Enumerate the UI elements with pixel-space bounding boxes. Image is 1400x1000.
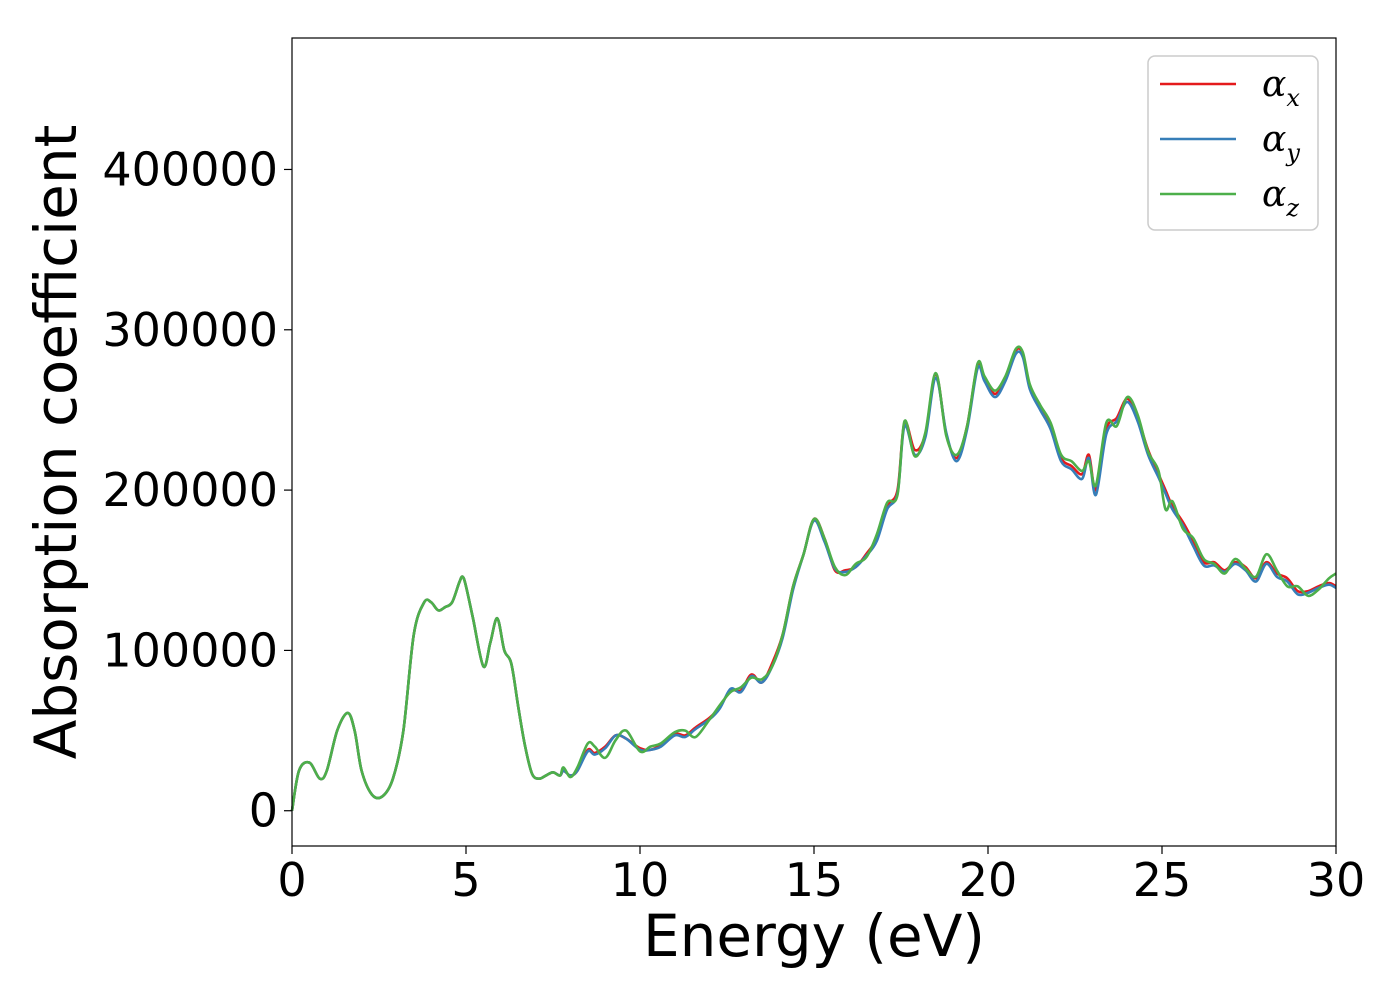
x-tick-label: 25 [1133,853,1192,907]
y-axis-label: Absorption coefficient [22,125,90,760]
series-line-alpha-y [290,350,1337,811]
x-tick-label: 20 [959,853,1018,907]
x-tick-label: 10 [611,853,670,907]
y-tick-label: 400000 [102,142,278,196]
x-tick-label: 0 [277,853,306,907]
series-line-alpha-x [290,347,1337,811]
x-axis-label: Energy (eV) [643,902,985,970]
y-tick-label: 100000 [102,623,278,677]
y-tick-label: 200000 [102,463,278,517]
series-line-alpha-z [290,345,1337,811]
ticks-layer: 0 5 10 15 20 25 30 0 100000 200000 300000 400000 [102,142,1365,907]
x-tick-label: 15 [785,853,844,907]
legend-box [1147,55,1319,231]
y-tick-label: 300000 [102,303,278,357]
y-tick-label: 0 [249,784,278,838]
x-tick-label: 30 [1307,853,1366,907]
series-layer [290,345,1337,811]
x-tick-label: 5 [451,853,480,907]
